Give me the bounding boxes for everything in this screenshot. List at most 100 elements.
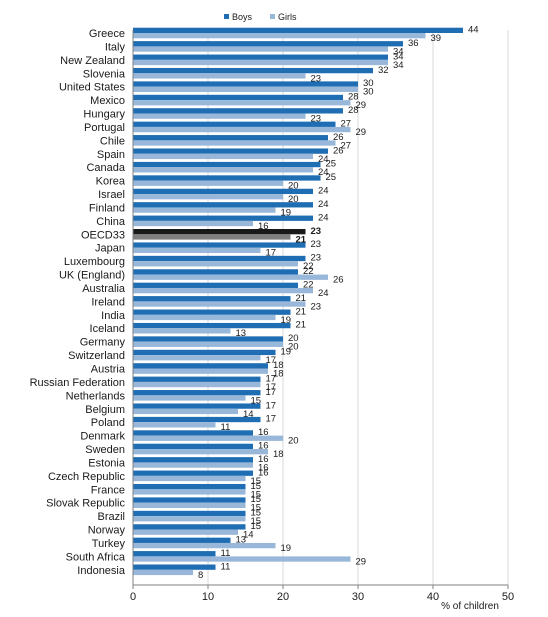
value-label-boys: 21 <box>296 293 307 304</box>
value-label-boys: 32 <box>378 65 389 76</box>
x-tick-label: 40 <box>427 591 439 603</box>
category-label: Denmark <box>80 431 125 443</box>
bar-boys <box>133 202 313 208</box>
bar-girls <box>133 502 246 508</box>
bar-girls <box>133 261 298 267</box>
value-label-boys: 16 <box>258 427 269 438</box>
bar-girls <box>133 449 268 455</box>
bar-boys <box>133 269 298 275</box>
value-label-girls: 20 <box>288 194 299 205</box>
value-label-girls: 29 <box>356 127 367 138</box>
bar-girls <box>133 207 276 213</box>
category-label: United States <box>59 82 126 94</box>
value-label-boys: 19 <box>281 347 292 358</box>
value-label-girls: 11 <box>221 422 231 433</box>
bar-boys <box>133 175 321 181</box>
category-label: Mexico <box>90 95 125 107</box>
value-label-girls: 27 <box>341 140 352 151</box>
bar-girls <box>133 368 268 374</box>
category-label: Estonia <box>88 457 126 469</box>
bar-girls <box>133 301 306 307</box>
category-label: Norway <box>88 525 126 537</box>
bar-boys <box>133 121 336 127</box>
value-label-girls: 23 <box>311 73 322 84</box>
value-label-boys: 21 <box>296 320 307 331</box>
category-label: Russian Federation <box>30 377 125 389</box>
value-label-girls: 24 <box>318 154 329 165</box>
category-label: Spain <box>97 149 125 161</box>
bar-girls <box>133 46 388 52</box>
value-label-boys: 24 <box>318 186 329 197</box>
x-tick-label: 50 <box>502 591 514 603</box>
bar-boys <box>133 188 313 195</box>
category-label: New Zealand <box>60 55 125 67</box>
x-tick-label: 30 <box>352 591 364 603</box>
value-label-boys: 18 <box>273 360 284 371</box>
value-label-boys: 17 <box>266 400 277 411</box>
x-tick-label: 0 <box>130 591 136 603</box>
bar-girls <box>133 234 291 240</box>
category-label: Korea <box>96 176 126 188</box>
value-label-girls: 22 <box>303 261 314 272</box>
bar-girls <box>133 194 283 200</box>
bar-girls <box>133 247 261 254</box>
value-label-boys: 16 <box>258 467 269 478</box>
bar-boys <box>133 54 388 60</box>
value-label-girls: 21 <box>296 234 307 245</box>
value-label-girls: 17 <box>266 355 277 366</box>
category-label: France <box>91 484 125 496</box>
category-label: Germany <box>80 337 126 349</box>
value-label-boys: 17 <box>266 387 277 398</box>
category-label: Brazil <box>97 511 125 523</box>
value-label-boys: 36 <box>408 38 419 49</box>
value-label-girls: 23 <box>311 301 322 312</box>
category-label: Netherlands <box>66 390 126 402</box>
bar-boys <box>133 94 343 101</box>
bar-boys <box>133 537 231 543</box>
value-label-boys: 28 <box>348 105 359 116</box>
category-label: Japan <box>95 243 125 255</box>
value-label-boys: 17 <box>266 373 277 384</box>
bar-boys <box>133 135 328 141</box>
bar-boys <box>133 376 261 382</box>
value-label-girls: 15 <box>251 516 262 527</box>
bar-girls <box>133 86 358 92</box>
bar-boys <box>133 510 246 517</box>
bar-boys <box>133 363 268 369</box>
value-label-girls: 20 <box>288 181 299 192</box>
value-label-girls: 15 <box>251 395 262 406</box>
bar-boys <box>133 430 253 436</box>
category-label: Portugal <box>84 122 125 134</box>
value-label-girls: 16 <box>258 221 269 232</box>
value-label-boys: 25 <box>326 172 337 183</box>
bar-girls <box>133 408 238 415</box>
legend: Boys Girls <box>224 12 297 22</box>
value-label-girls: 23 <box>311 114 322 125</box>
value-label-boys: 30 <box>363 78 374 89</box>
category-label: Poland <box>91 417 125 429</box>
value-label-girls: 15 <box>251 476 262 487</box>
value-label-girls: 16 <box>258 462 269 473</box>
category-label: Indonesia <box>77 565 126 577</box>
bar-boys <box>133 81 358 87</box>
value-label-girls: 14 <box>243 530 254 541</box>
value-label-boys: 23 <box>311 226 322 237</box>
value-label-boys: 34 <box>393 51 404 62</box>
value-label-girls: 17 <box>266 382 277 393</box>
value-label-boys: 26 <box>333 145 344 156</box>
bar-boys <box>133 390 261 396</box>
x-tick-label: 10 <box>202 591 214 603</box>
value-label-boys: 16 <box>258 441 269 452</box>
category-label: Switzerland <box>68 350 125 362</box>
value-label-boys: 27 <box>341 118 352 129</box>
bar-girls <box>133 422 216 428</box>
bar-boys <box>133 483 246 490</box>
value-label-boys: 16 <box>258 454 269 465</box>
bar-girls <box>133 180 283 186</box>
category-label: India <box>101 310 126 322</box>
bar-girls <box>133 113 306 119</box>
value-label-boys: 15 <box>251 508 262 519</box>
